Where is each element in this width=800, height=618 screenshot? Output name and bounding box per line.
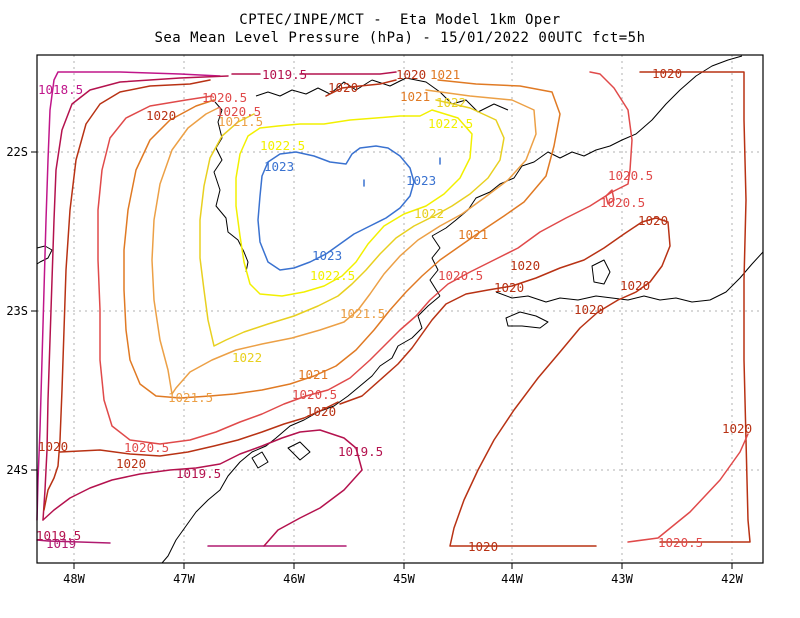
- contour-label: 1021: [430, 67, 460, 82]
- isobar-1022: [199, 99, 505, 347]
- contour-label: 1019: [46, 536, 76, 551]
- contour-label: 1020.5: [292, 387, 337, 402]
- isobar-1020-east: [339, 217, 671, 547]
- x-tick-label: 46W: [283, 572, 305, 586]
- x-tick-label: 43W: [611, 572, 633, 586]
- isobar-1020-west: [43, 79, 339, 511]
- contour-label: 1023: [312, 248, 342, 263]
- contour-label: 1020.5: [202, 90, 247, 105]
- isobar-1019-5-west: [42, 71, 397, 521]
- contour-label: 1019.5: [36, 528, 81, 543]
- contour-label: 1020.5: [124, 440, 169, 455]
- contour-label: 1021.5: [340, 306, 385, 321]
- y-axis-labels: 22S 23S 24S: [6, 145, 28, 477]
- contour-label: 1023: [406, 173, 436, 188]
- contour-labels: 1018.5 1019.5 1020 1020 1021 1020.5 1021…: [36, 66, 752, 554]
- y-tick-label: 24S: [6, 463, 28, 477]
- isobars: [36, 71, 751, 547]
- isobar-1022-5: [235, 109, 473, 297]
- coastline-east: [495, 251, 764, 303]
- x-tick-label: 47W: [173, 572, 195, 586]
- isobar-1020-top: [325, 71, 751, 543]
- x-tick-label: 44W: [501, 572, 523, 586]
- contour-label: 1021: [458, 227, 488, 242]
- contour-label: 1021: [400, 89, 430, 104]
- y-tick-label: 23S: [6, 304, 28, 318]
- axis-ticks: [31, 151, 733, 569]
- isobar-1021-outer: [123, 79, 561, 399]
- contour-label: 1020.5: [608, 168, 653, 183]
- contour-label: 1021.5: [168, 390, 213, 405]
- contour-label: 1020: [652, 66, 682, 81]
- contour-label: 1020: [146, 108, 176, 123]
- contour-label: 1020: [638, 213, 668, 228]
- x-axis-labels: 48W 47W 46W 45W 44W 43W 42W: [63, 572, 743, 586]
- map-frame: [36, 54, 764, 564]
- isobar-1023: [257, 145, 415, 271]
- contour-label: 1020: [396, 67, 426, 82]
- contour-label: 1020.5: [600, 195, 645, 210]
- isobar-1021-5: [151, 89, 537, 395]
- isobar-1019: [36, 539, 347, 547]
- contour-label: 1020: [328, 80, 358, 95]
- map-subtitle: Sea Mean Level Pressure (hPa) - 15/01/20…: [154, 30, 646, 46]
- island-sao-sebastiao: [505, 311, 549, 329]
- contour-label: 1018.5: [38, 82, 83, 97]
- x-tick-label: 45W: [393, 572, 415, 586]
- contour-label: 1020: [116, 456, 146, 471]
- lat-lon-grid: [37, 55, 763, 563]
- contour-label: 1020: [306, 404, 336, 419]
- isobar-1019-5-south: [42, 429, 363, 547]
- contour-label: 1023: [264, 159, 294, 174]
- contour-label: 1021.5: [218, 114, 263, 129]
- contour-label: 1020.5: [438, 268, 483, 283]
- contour-label: 1022.5: [310, 268, 355, 283]
- island-small: [251, 451, 269, 469]
- contour-label: 1022.5: [260, 138, 305, 153]
- contour-label: 1020.5: [658, 535, 703, 550]
- contour-label: 1020: [38, 439, 68, 454]
- isobar-1020-5-se: [627, 433, 749, 543]
- contour-label: 1019.5: [176, 466, 221, 481]
- island-ilha-grande: [591, 259, 611, 285]
- coastline: [36, 55, 764, 564]
- contour-label: 1020: [494, 280, 524, 295]
- contour-label: 1020: [722, 421, 752, 436]
- contour-label: 1022: [414, 206, 444, 221]
- y-tick-label: 22S: [6, 145, 28, 159]
- isobar-1020-5-blob: [605, 189, 615, 205]
- map-title: CPTEC/INPE/MCT - Eta Model 1km Oper: [239, 12, 561, 28]
- contour-label: 1021: [298, 367, 328, 382]
- contour-label: 1022: [436, 95, 466, 110]
- contour-label: 1020: [468, 539, 498, 554]
- contour-label: 1020: [620, 278, 650, 293]
- contour-label: 1020: [574, 302, 604, 317]
- contour-label: 1019.5: [262, 67, 307, 82]
- contour-label: 1022.5: [428, 116, 473, 131]
- isobar-1020-5-outer: [97, 71, 633, 445]
- contour-label: 1020.5: [216, 104, 261, 119]
- x-tick-label: 48W: [63, 572, 85, 586]
- isobar-1018-5: [36, 71, 221, 521]
- contour-label: 1020: [510, 258, 540, 273]
- island-sao-sebastiao-channel: [287, 441, 311, 461]
- x-tick-label: 42W: [721, 572, 743, 586]
- contour-label: 1022: [232, 350, 262, 365]
- contour-label: 1019.5: [338, 444, 383, 459]
